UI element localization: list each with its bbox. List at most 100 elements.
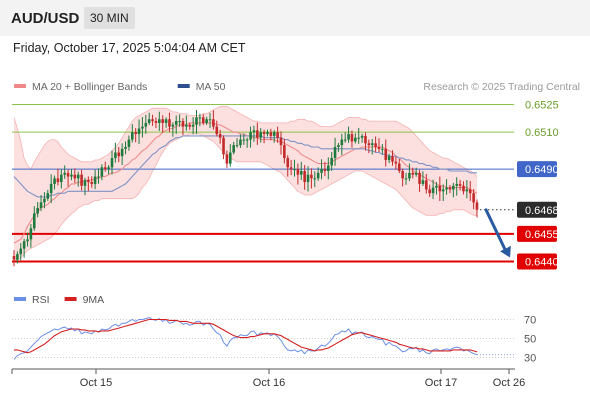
candle [191,117,195,135]
candle-body [12,255,16,260]
candle [87,176,90,192]
candle-body [421,180,425,184]
candle [428,184,431,197]
interval-badge[interactable]: 30 MIN [84,7,135,29]
rsi-ma-legend-swatch [64,297,77,301]
candle [320,159,323,180]
level-tag-bg [517,253,557,270]
candle [137,119,141,144]
candle-body [83,180,87,186]
candle [134,128,137,143]
price-legend: MA 20 + Bollinger Bands MA 50 [14,81,226,93]
candle-body [235,145,239,147]
candle [107,165,110,175]
candle-body [36,207,39,214]
candle-body [262,132,266,135]
candle [370,138,374,155]
ma50-line [13,135,477,198]
candle [364,132,367,151]
candle-body [320,169,323,173]
level-label-0.6440: 0.6440 [525,257,559,269]
candle-body [357,137,361,139]
candle [472,189,475,210]
candle-body [134,132,137,135]
candle-body [350,134,354,142]
candle-body [154,121,158,123]
candle-body [130,132,134,140]
candle-body [293,169,296,171]
candle-body [313,178,317,180]
candle-body [384,148,388,160]
candle-body [425,180,428,190]
candle-body [252,130,256,133]
candle [350,130,354,148]
candle [245,137,249,148]
candle-body [144,122,148,127]
candle [259,128,263,143]
candle [158,111,161,131]
candle [458,179,462,191]
candle [144,114,148,134]
candle [124,141,127,155]
candle-body [66,172,70,177]
candle [235,138,239,148]
candle [384,139,388,167]
candle [266,129,269,137]
candle [26,232,29,247]
bollinger-band-fill [14,106,477,262]
candle [60,169,63,189]
candle [262,129,266,144]
candle [228,144,232,167]
candle [151,114,154,126]
candle [120,143,124,166]
candle-body [452,185,455,190]
candle-body [114,152,117,159]
candle-body [70,174,73,177]
candle [293,159,296,177]
candle [12,250,16,267]
candle-body [181,121,185,127]
level-tag: 0.6440 [517,253,559,270]
candle [76,171,80,187]
candle-body [225,154,229,164]
candle-body [201,117,205,123]
candle-body [391,156,394,162]
candle-body [286,158,290,168]
candle-body [245,139,249,141]
candle-body [303,170,306,183]
rsi-line [13,317,478,360]
candle [174,115,178,134]
candle [16,251,19,264]
candle [239,134,242,148]
x-tick-label: Oct 16 [253,377,285,389]
candle [445,179,448,195]
candle-body [381,148,384,150]
symbol-title[interactable]: AUD/USD [11,10,80,27]
candle [337,142,340,152]
candle-body [87,180,90,183]
candle [130,124,134,143]
candle-body [151,119,154,122]
candle [367,139,371,154]
candle [70,169,73,181]
candle-body [475,202,479,210]
candle-body [242,139,246,141]
candle-body [161,119,165,123]
candle [171,122,175,137]
rsi-tick-50: 50 [524,334,536,346]
candle [425,173,428,194]
candle [188,122,192,130]
candle-body [438,185,442,192]
candle [185,115,188,131]
candle-body [394,161,398,164]
candle-body [32,213,36,229]
candle-body [465,189,469,192]
candle [289,159,293,176]
rsi-tick-30: 30 [524,353,536,365]
price-chart-svg[interactable]: MA 20 + Bollinger Bands MA 50 Research © 2… [0,36,590,400]
candle [269,128,273,141]
candle-body [411,172,415,175]
candle-body [110,158,114,168]
candle [90,176,94,188]
